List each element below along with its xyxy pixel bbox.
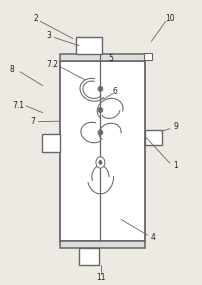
Circle shape — [99, 131, 102, 134]
Ellipse shape — [96, 157, 105, 168]
Text: 8: 8 — [10, 65, 15, 74]
Text: 9: 9 — [173, 122, 178, 131]
Text: 3: 3 — [46, 31, 51, 40]
Text: 7.1: 7.1 — [12, 101, 24, 110]
Bar — [60, 61, 145, 241]
Ellipse shape — [98, 130, 103, 135]
Text: 2: 2 — [34, 14, 39, 23]
Bar — [145, 130, 162, 145]
Circle shape — [99, 161, 102, 164]
Text: 11: 11 — [96, 273, 106, 282]
Text: 5: 5 — [109, 54, 114, 63]
Bar — [42, 134, 60, 152]
Text: 7: 7 — [30, 117, 35, 126]
Text: 1: 1 — [173, 161, 178, 170]
Bar — [79, 248, 99, 265]
Text: 10: 10 — [165, 14, 175, 23]
Ellipse shape — [98, 107, 103, 113]
Text: 4: 4 — [151, 233, 156, 243]
Bar — [60, 241, 145, 248]
Bar — [76, 37, 102, 54]
Text: 6: 6 — [113, 87, 118, 96]
Circle shape — [99, 87, 102, 91]
Ellipse shape — [98, 86, 103, 91]
Bar — [144, 53, 152, 60]
Bar — [60, 54, 145, 61]
Circle shape — [99, 108, 102, 112]
Text: 7.2: 7.2 — [46, 60, 59, 69]
